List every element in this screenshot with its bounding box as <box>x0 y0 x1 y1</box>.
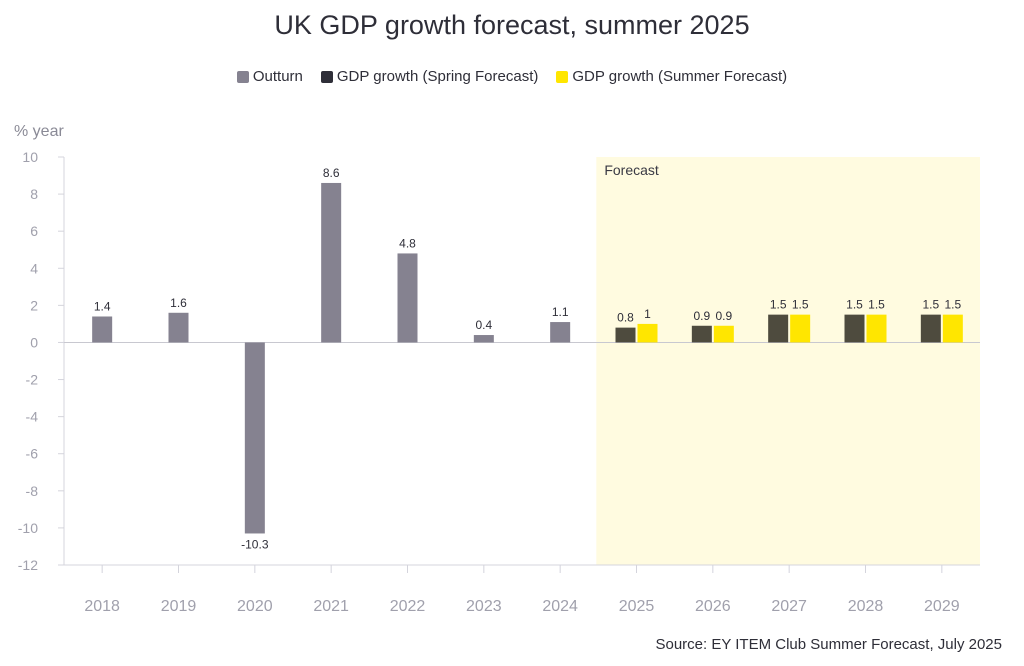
bar <box>637 323 658 343</box>
bar <box>691 325 712 343</box>
x-tick-label: 2027 <box>771 598 807 615</box>
bar <box>942 314 963 343</box>
legend-swatch <box>236 70 249 83</box>
legend-item: Outturn <box>236 68 303 85</box>
forecast-label: Forecast <box>604 162 659 178</box>
data-label: 1 <box>644 307 651 321</box>
bar <box>321 182 342 343</box>
y-tick-label: 6 <box>30 223 38 239</box>
chart-title: UK GDP growth forecast, summer 2025 <box>274 10 750 40</box>
x-tick-label: 2026 <box>695 598 731 615</box>
data-label: 1.5 <box>944 298 961 312</box>
legend-label: GDP growth (Spring Forecast) <box>336 68 539 85</box>
data-label: 0.8 <box>617 311 634 325</box>
y-tick-label: 2 <box>30 297 38 313</box>
y-tick-label: -12 <box>18 557 38 573</box>
y-tick-label: -6 <box>26 446 39 462</box>
bar <box>768 314 789 343</box>
x-tick-label: 2025 <box>619 598 655 615</box>
bar <box>168 312 189 343</box>
legend-label: Outturn <box>252 68 303 85</box>
bar <box>615 327 636 343</box>
y-tick-label: 4 <box>30 260 38 276</box>
x-tick-label: 2018 <box>84 598 120 615</box>
bar <box>713 325 734 343</box>
source-note: Source: EY ITEM Club Summer Forecast, Ju… <box>655 636 1002 653</box>
bar <box>244 342 265 534</box>
y-tick-label: 0 <box>30 334 38 350</box>
chart-plot: Forecast % year 10 8 6 4 2 0 -2 -4 -6 -8 -10 -12 2018 2… <box>14 123 980 615</box>
y-tick-label: 8 <box>30 186 38 202</box>
y-axis-label: % year <box>14 123 64 140</box>
x-tick-label: 2029 <box>924 598 960 615</box>
data-label: 0.9 <box>693 309 710 323</box>
y-tick-label: -4 <box>26 409 39 425</box>
x-tick-label: 2021 <box>313 598 349 615</box>
x-tick-label: 2019 <box>161 598 197 615</box>
data-label: 1.5 <box>922 298 939 312</box>
y-tick-label: 10 <box>22 149 38 165</box>
data-label: -10.3 <box>241 537 269 551</box>
bar <box>844 314 865 343</box>
x-tick-label: 2020 <box>237 598 273 615</box>
y-tick-label: -8 <box>26 483 39 499</box>
data-label: 1.5 <box>770 298 787 312</box>
data-label: 1.5 <box>868 298 885 312</box>
data-label: 1.4 <box>94 299 111 313</box>
data-label: 8.6 <box>323 166 340 180</box>
data-label: 1.5 <box>792 298 809 312</box>
legend-item: GDP growth (Spring Forecast) <box>320 68 539 85</box>
y-tick-label: -2 <box>26 372 39 388</box>
forecast-region <box>596 157 980 565</box>
bar <box>473 335 494 343</box>
data-label: 1.1 <box>552 305 569 319</box>
legend-swatch <box>320 70 333 83</box>
data-label: 1.5 <box>846 298 863 312</box>
bar <box>397 253 418 343</box>
x-tick-label: 2022 <box>390 598 426 615</box>
y-tick-label: -10 <box>18 520 38 536</box>
x-tick-label: 2024 <box>542 598 578 615</box>
data-label: 4.8 <box>399 236 416 250</box>
bar <box>550 322 571 343</box>
legend-label: GDP growth (Summer Forecast) <box>572 68 788 85</box>
data-label: 0.9 <box>715 309 732 323</box>
legend-item: GDP growth (Summer Forecast) <box>556 68 787 85</box>
bar <box>92 316 113 343</box>
bar <box>920 314 941 343</box>
bar <box>866 314 887 343</box>
data-label: 0.4 <box>475 318 492 332</box>
legend-swatch <box>556 70 569 83</box>
x-tick-label: 2023 <box>466 598 502 615</box>
bar <box>790 314 811 343</box>
data-label: 1.6 <box>170 296 187 310</box>
x-tick-label: 2028 <box>848 598 884 615</box>
legend: Outturn GDP growth (Spring Forecast) GDP g… <box>0 68 1024 85</box>
